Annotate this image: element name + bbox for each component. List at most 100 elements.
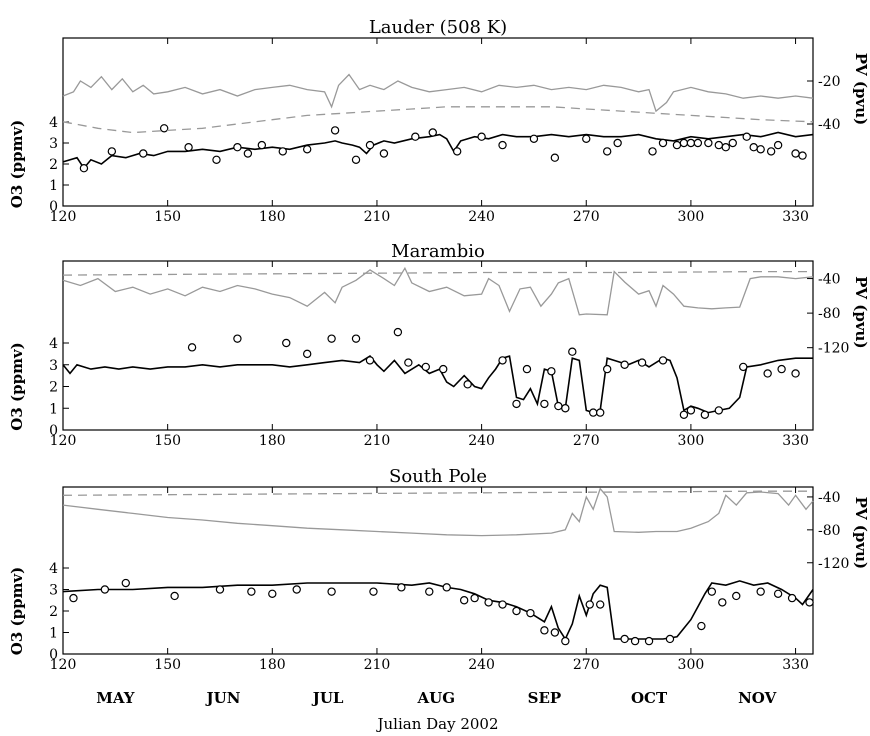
y-axis-label-left: O3 (ppmv) [8, 567, 26, 655]
ozonesonde-point [477, 132, 486, 141]
ozonesonde-point [330, 126, 340, 135]
y-tick-label-right: -120 [818, 556, 849, 572]
ozonesonde-point [798, 151, 807, 160]
ozonesonde-point [721, 142, 730, 152]
ozonesonde-point [498, 140, 507, 150]
ozonesonde-point [351, 334, 361, 343]
o3-series-line [62, 355, 813, 414]
ozonesonde-point [728, 138, 737, 148]
ozonesonde-point [540, 626, 549, 635]
ozonesonde-point [704, 138, 713, 148]
ozonesonde-point [327, 587, 336, 596]
y-tick-label-right: -40 [818, 490, 841, 506]
ozonesonde-point [212, 155, 221, 164]
plot-frame [62, 260, 814, 431]
ozonesonde-point [658, 356, 668, 365]
ozonesonde-point [379, 149, 389, 158]
o3-series-line [62, 580, 814, 641]
plot-frame [62, 486, 814, 655]
o3-series-line [62, 131, 814, 170]
y-axis-label-left: O3 (ppmv) [8, 342, 26, 430]
ozonesonde-point [550, 628, 560, 637]
ozonesonde-point [233, 334, 242, 343]
ozonesonde-point [107, 147, 117, 156]
ozonesonde-point [243, 149, 253, 158]
x-tick-label: 150 [154, 657, 181, 673]
pv-series-line [62, 266, 814, 316]
ozonesonde-point [411, 132, 420, 141]
ozonesonde-point [648, 147, 657, 156]
month-labels: MAY JUN JUL AUG SEP OCT NOV [96, 689, 776, 707]
ozonesonde-point [756, 145, 765, 154]
x-axis-label: Julian Day 2002 [375, 715, 498, 733]
ozonesonde-point [512, 606, 521, 616]
ozonesonde-point [714, 406, 724, 415]
panels: Lauder (508 K)120 150 180 210 240 270 300 33001… [8, 17, 870, 673]
ozonesonde-point [550, 153, 560, 162]
x-tick-label: 210 [364, 433, 391, 449]
ozonesonde-point [749, 142, 758, 152]
ozonesonde-point [365, 356, 375, 365]
pv-series-line [62, 487, 814, 537]
ozonesonde-point [187, 343, 197, 352]
ozonesonde-point [351, 155, 361, 164]
month-label: NOV [738, 689, 777, 707]
ozonesonde-point [452, 147, 462, 156]
ozonesonde-point [522, 364, 532, 374]
ozonesonde-point [773, 140, 783, 150]
month-label: JUN [205, 689, 241, 707]
y-tick-label-left: 3 [49, 583, 58, 599]
ozonesonde-point [442, 583, 451, 592]
y-tick-label-left: 4 [49, 336, 58, 352]
ozonesonde-point [561, 404, 570, 413]
ozonesonde-point [766, 147, 776, 156]
x-tick-label: 300 [678, 433, 705, 449]
y-tick-label-left: 1 [49, 626, 58, 642]
ozonesonde-point [791, 149, 800, 158]
ozonesonde-point [791, 369, 800, 378]
ozonesonde-point [365, 140, 375, 150]
x-tick-label: 180 [259, 209, 286, 225]
ozonesonde-point [121, 578, 130, 588]
ozonesonde-point [428, 128, 437, 137]
ozonesonde-point [742, 132, 751, 141]
ozonesonde-point [756, 587, 765, 596]
x-tick-label: 210 [364, 657, 391, 673]
y-axis-label-right: PV (pvu) [852, 497, 870, 569]
y-tick-label-left: 3 [49, 358, 58, 374]
y-tick-label-right: -80 [818, 306, 841, 322]
ozonesonde-point [693, 138, 703, 148]
ozonesonde-point [561, 636, 570, 646]
month-label: AUG [416, 689, 455, 707]
panel-title: Marambio [391, 241, 485, 262]
y-tick-label-left: 1 [49, 401, 58, 417]
y-tick-label-left: 2 [49, 380, 58, 396]
ozonesonde-point [282, 338, 291, 348]
ozonesonde-point [773, 589, 783, 599]
x-tick-label: 330 [782, 657, 809, 673]
ozonesonde-point [397, 583, 406, 592]
month-label: OCT [631, 689, 668, 707]
ozonesonde-point [540, 399, 549, 409]
y-tick-label-left: 0 [49, 647, 58, 663]
ozonesonde-point [79, 163, 89, 173]
ozonesonde-point [777, 364, 786, 374]
y-tick-label-left: 4 [49, 115, 58, 131]
ozonesonde-point [292, 585, 301, 594]
ozonesonde-point [463, 380, 472, 389]
ozonesonde-point [404, 358, 413, 367]
month-label: JUL [311, 689, 344, 707]
ozonesonde-point [459, 596, 469, 605]
ozonesonde-point [184, 142, 193, 152]
y-tick-label-right: -80 [818, 523, 841, 539]
ozonesonde-point [585, 600, 594, 609]
ozonesonde-point [554, 401, 563, 411]
chart-panel: Marambio 120 150 180 210 240 270 300 330 0 1 2 3 4 -40… [8, 241, 870, 449]
panel-title: South Pole [389, 466, 487, 487]
ozonesonde-point [679, 138, 689, 148]
ozonesonde-point [658, 138, 668, 148]
x-tick-label: 240 [468, 657, 495, 673]
ozonesonde-point [686, 138, 696, 148]
ozonesonde-point [369, 587, 378, 596]
